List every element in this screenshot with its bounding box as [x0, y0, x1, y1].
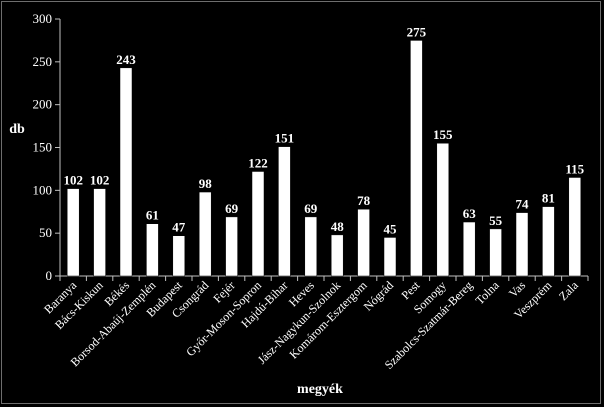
data-label: 55 [489, 213, 503, 228]
y-axis: 0 50 100 150 200 250 300 [33, 11, 61, 283]
bar [304, 216, 318, 277]
x-axis-label: megyék [297, 382, 343, 397]
data-label: 102 [63, 173, 83, 188]
data-label: 122 [248, 155, 268, 170]
x-tick-label: Tolna [473, 278, 503, 308]
y-tick-label: 0 [46, 268, 53, 283]
bar [489, 228, 502, 277]
data-label: 151 [275, 131, 295, 146]
bar [119, 67, 133, 277]
bar [225, 216, 238, 277]
bar [462, 221, 476, 277]
bar [383, 237, 397, 277]
data-label: 155 [433, 127, 453, 142]
y-tick-label: 200 [33, 97, 53, 112]
bar [198, 191, 212, 277]
data-label: 69 [304, 201, 318, 216]
y-axis-label: db [9, 122, 25, 137]
bar [568, 177, 582, 277]
bar [146, 223, 159, 277]
y-tick-label: 100 [33, 182, 53, 197]
data-label: 74 [516, 197, 530, 212]
data-label: 48 [331, 219, 345, 234]
data-labels: 102 102 243 61 47 98 69 122 151 69 48 78 45 275 155 63 5… [63, 24, 584, 236]
bar [515, 212, 529, 277]
x-axis [59, 275, 589, 281]
bar [330, 234, 344, 277]
bar [278, 146, 291, 277]
y-tick-label: 50 [39, 225, 52, 240]
bar [436, 142, 450, 277]
data-label: 47 [172, 220, 186, 235]
y-tick-label: 150 [33, 140, 53, 155]
bar [410, 40, 423, 277]
x-tick-label: Zala [556, 278, 581, 303]
y-tick-label: 300 [33, 11, 53, 26]
data-label: 45 [384, 221, 398, 236]
data-label: 98 [199, 176, 213, 191]
data-label: 81 [542, 191, 555, 206]
data-label: 275 [407, 24, 427, 39]
data-label: 61 [146, 208, 159, 223]
bar [251, 171, 265, 277]
data-label: 115 [565, 161, 584, 176]
data-label: 63 [463, 206, 477, 221]
x-tick-label: Nógrád [361, 278, 396, 313]
bar [172, 235, 186, 277]
x-tick-labels: BaranyaBács-KiskunBékésBorsod-Abaúj-Zemp… [41, 278, 581, 372]
data-label: 78 [357, 193, 371, 208]
bar [357, 208, 370, 277]
bar [93, 188, 106, 277]
bar [66, 188, 80, 277]
data-label: 102 [90, 173, 110, 188]
bar [542, 206, 555, 277]
y-tick-label: 250 [33, 54, 53, 69]
data-label: 69 [225, 201, 239, 216]
bars [66, 40, 582, 277]
data-label: 243 [116, 52, 136, 67]
